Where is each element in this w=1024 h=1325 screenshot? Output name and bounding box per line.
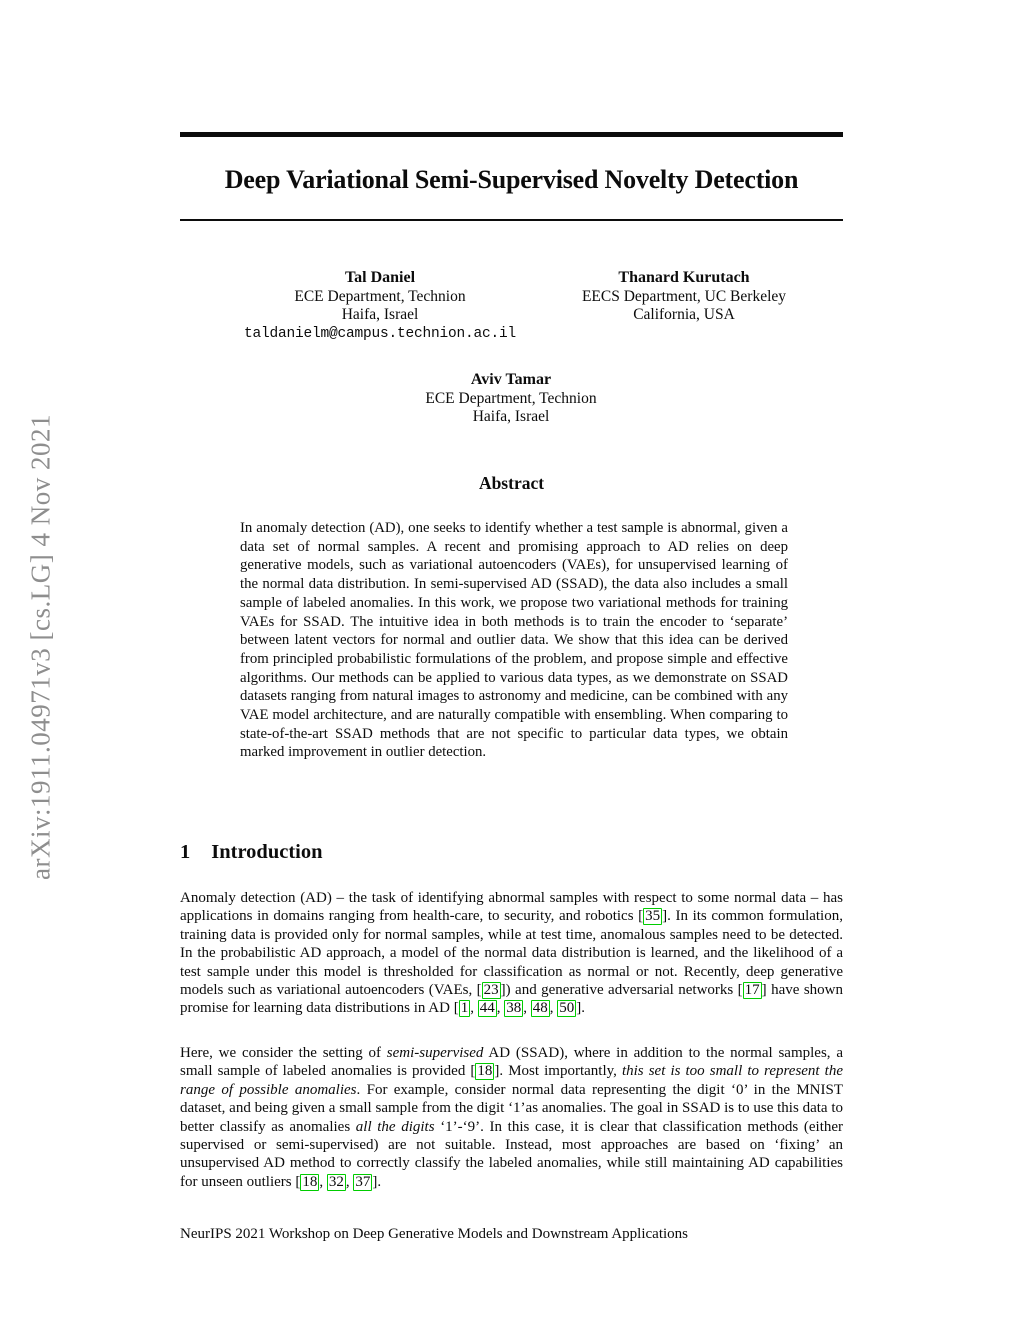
author-affiliation-line: California, USA <box>633 306 735 323</box>
citation-ref[interactable]: 38 <box>504 1000 524 1018</box>
footer-venue-note: NeurIPS 2021 Workshop on Deep Generative… <box>180 1226 689 1242</box>
text-run: semi-supervised <box>386 1045 484 1061</box>
text-run: this set is too small to represent the r… <box>180 1063 843 1098</box>
title-rule-bottom <box>180 219 843 221</box>
text-run: , <box>319 1173 327 1190</box>
author-affiliation-line: ECE Department, Technion <box>294 287 466 305</box>
text-run: . For example, consider normal data repr… <box>180 1081 844 1135</box>
abstract-text: In anomaly detection (AD), one seeks to … <box>240 520 788 761</box>
intro-paragraph-2: Here, we consider the setting of semi-su… <box>180 1044 843 1191</box>
citation-ref[interactable]: 44 <box>477 1000 497 1018</box>
author-affiliation-line: Haifa, Israel <box>341 306 419 323</box>
text-run: , <box>523 1000 531 1017</box>
citation-ref[interactable]: 1 <box>458 1000 471 1018</box>
text-run: ]) and generative adversarial networks [ <box>500 982 743 999</box>
text-run: Anomaly detection (AD) – the task of ide… <box>180 890 843 925</box>
author-name: Aviv Tamar <box>470 371 552 388</box>
text-run: ]. <box>576 1000 585 1017</box>
author-affiliation-line: Haifa, Israel <box>472 408 550 425</box>
text-run: , <box>549 1000 558 1017</box>
citation-ref[interactable]: 23 <box>481 982 501 1000</box>
text-run: ‘1’-‘9’. In this case, it is clear that … <box>180 1118 844 1190</box>
author-affiliation-line: ECE Department, Technion <box>425 389 597 407</box>
author-name: Thanard Kurutach <box>618 269 750 286</box>
content-column: Deep Variational Semi-Supervised Novelty… <box>180 0 843 1325</box>
text-run: all the digits <box>355 1118 435 1135</box>
text-run: AD (SSAD), where in addition to the norm… <box>180 1045 843 1080</box>
author-block-aviv-tamar: Aviv Tamar ECE Department, Technion Haif… <box>311 371 711 427</box>
author-block-thanard-kurutach: Thanard Kurutach EECS Department, UC Ber… <box>534 269 834 325</box>
author-block-tal-daniel: Tal Daniel ECE Department, Technion Haif… <box>200 269 560 344</box>
text-run: Here, we consider the setting of <box>180 1045 387 1061</box>
citation-ref[interactable]: 18 <box>300 1173 320 1191</box>
citation-ref[interactable]: 48 <box>530 1000 550 1018</box>
citation-ref[interactable]: 35 <box>643 908 663 926</box>
citation-ref[interactable]: 32 <box>326 1173 346 1191</box>
text-run: ]. <box>372 1173 382 1190</box>
citation-ref[interactable]: 18 <box>475 1063 495 1081</box>
section-heading-introduction: 1 Introduction <box>180 841 323 864</box>
text-run: ]. In its common formulation, training d… <box>180 908 843 999</box>
author-email: taldanielm@campus.technion.ac.il <box>243 325 517 342</box>
text-run: ] have shown promise for learning data d… <box>180 982 844 1017</box>
title-rule-top <box>180 132 843 137</box>
text-run: , <box>470 1000 478 1017</box>
arxiv-watermark: arXiv:1911.04971v3 [cs.LG] 4 Nov 2021 <box>25 414 56 880</box>
abstract-heading: Abstract <box>478 473 545 493</box>
citation-ref[interactable]: 17 <box>742 982 762 1000</box>
author-name: Tal Daniel <box>344 269 416 286</box>
text-run: ]. Most importantly, <box>494 1063 622 1080</box>
section-title: Introduction <box>211 841 323 863</box>
section-number: 1 <box>180 841 191 863</box>
citation-ref[interactable]: 37 <box>353 1173 373 1191</box>
paper-title: Deep Variational Semi-Supervised Novelty… <box>224 165 799 194</box>
text-run: , <box>496 1000 505 1017</box>
intro-paragraph-1: Anomaly detection (AD) – the task of ide… <box>180 889 843 1018</box>
citation-ref[interactable]: 50 <box>557 1000 577 1018</box>
author-affiliation-line: EECS Department, UC Berkeley <box>581 287 787 305</box>
text-run: , <box>345 1173 354 1190</box>
